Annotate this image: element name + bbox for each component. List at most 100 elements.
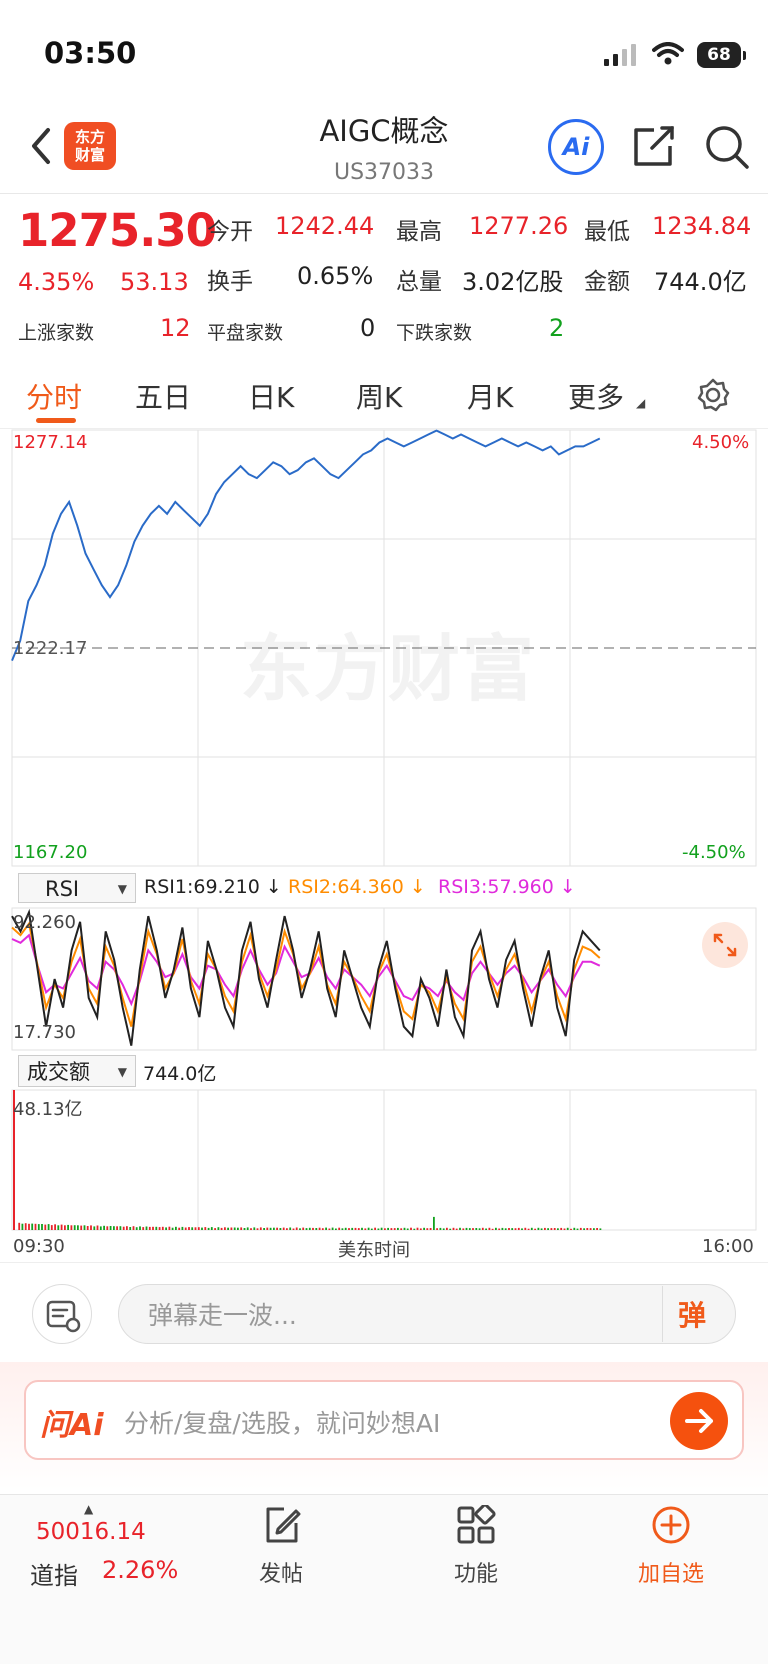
ai-ask-input[interactable] [24, 1380, 744, 1460]
volume-bar [308, 1227, 311, 1230]
volume-bar [175, 1226, 177, 1230]
volume-bar [524, 1227, 527, 1230]
nav-add-watchlist[interactable]: 加自选 [637, 1562, 704, 1587]
rsi3-label: RSI3:57.960 ↓ [438, 876, 576, 898]
volume-bar [488, 1227, 491, 1230]
volume-bar [521, 1228, 523, 1230]
volume-bar [357, 1228, 360, 1230]
volume-bar [103, 1225, 105, 1230]
change-value: 53.13 [120, 268, 189, 296]
volume-bar [459, 1227, 461, 1230]
volume-bar [384, 1228, 386, 1230]
tab-monthly-k[interactable]: 月K [467, 381, 514, 414]
back-icon[interactable] [28, 126, 54, 166]
ai-button[interactable]: Ai [548, 119, 604, 175]
volume-bar [86, 1226, 89, 1230]
volume-bar [142, 1227, 145, 1230]
price-axis-bottom: 1167.20 [13, 842, 88, 863]
volume-bar [508, 1228, 510, 1230]
volume-chart[interactable] [0, 1088, 768, 1232]
volume-bar [184, 1227, 187, 1230]
index-change[interactable]: 2.26% [102, 1556, 179, 1584]
tab-daily-k[interactable]: 日K [248, 381, 295, 414]
flat-count: 0 [360, 314, 376, 342]
volume-bar [579, 1227, 582, 1230]
edit-icon[interactable] [262, 1505, 302, 1545]
volume-bar [364, 1228, 367, 1230]
high-value: 1277.26 [469, 212, 569, 240]
grid-icon[interactable] [456, 1505, 496, 1545]
volume-bar [586, 1228, 589, 1230]
indicator-select-rsi[interactable]: RSI [18, 873, 136, 904]
rsi-chart[interactable] [0, 906, 768, 1052]
current-price: 1275.30 [18, 204, 217, 257]
tab-weekly-k[interactable]: 周K [356, 381, 403, 414]
tab-more[interactable]: 更多 [568, 381, 625, 414]
volume-bar [161, 1226, 164, 1230]
volume-bar [354, 1227, 357, 1230]
index-switch-icon[interactable]: ▲ [84, 1502, 94, 1516]
volume-bar [563, 1228, 566, 1230]
amount-value: 744.0亿 [654, 268, 747, 296]
comment-settings-icon [46, 1300, 81, 1333]
volume-bar [462, 1228, 465, 1230]
volume-bar [485, 1228, 487, 1230]
search-icon[interactable] [704, 124, 750, 170]
volume-bar [50, 1225, 53, 1230]
stock-code: US37033 [333, 160, 435, 185]
share-icon[interactable] [632, 124, 676, 168]
volume-bar [21, 1223, 24, 1230]
indicator-select-volume[interactable]: 成交额 [18, 1055, 136, 1088]
volume-bar [41, 1224, 43, 1230]
ai-submit-button[interactable] [670, 1392, 728, 1450]
index-value[interactable]: 50016.14 [36, 1519, 146, 1545]
volume-bar [119, 1226, 122, 1230]
volume-bar [217, 1227, 220, 1230]
volume-bar [560, 1227, 563, 1230]
volume-bar [96, 1225, 99, 1230]
up-count: 12 [160, 314, 191, 342]
index-name[interactable]: 道指 [30, 1562, 78, 1590]
time-axis-label: 美东时间 [338, 1240, 410, 1261]
volume-bar [468, 1228, 471, 1230]
volume-bar [70, 1225, 73, 1230]
danmaku-input[interactable] [118, 1284, 736, 1344]
volume-bar [374, 1227, 376, 1230]
volume-bar [315, 1228, 318, 1230]
volume-bar [550, 1228, 553, 1230]
change-percent: 4.35% [18, 268, 95, 296]
volume-bar-first [13, 1090, 15, 1230]
tab-intraday[interactable]: 分时 [26, 381, 83, 414]
signal-icon [604, 44, 636, 66]
pct-axis-top: 4.50% [692, 432, 750, 453]
plus-circle-icon[interactable] [651, 1505, 691, 1545]
volume-bar [380, 1227, 383, 1230]
volume-bar [256, 1228, 259, 1230]
volume-bar [318, 1227, 321, 1230]
volume-bar [220, 1227, 223, 1230]
volume-bar [289, 1227, 292, 1230]
nav-post[interactable]: 发帖 [258, 1562, 303, 1587]
volume-axis-top: 48.13亿 [13, 1099, 83, 1120]
expand-chart-button[interactable] [702, 922, 748, 968]
volume-value: 3.02亿股 [462, 268, 564, 296]
volume-bar [165, 1227, 167, 1230]
volume-bar [90, 1225, 92, 1230]
danmaku-toggle-button[interactable]: 弹 [678, 1299, 707, 1332]
intraday-price-chart[interactable] [0, 428, 768, 868]
volume-bar [400, 1228, 403, 1230]
time-axis-end: 16:00 [702, 1236, 754, 1257]
volume-bar [171, 1227, 174, 1230]
volume-bar [344, 1227, 347, 1230]
volume-bar [60, 1224, 63, 1230]
comment-settings-button[interactable] [32, 1284, 92, 1344]
tab-five-day[interactable]: 五日 [135, 381, 192, 414]
volume-bar [99, 1226, 102, 1230]
volume-bar [517, 1227, 520, 1230]
volume-bar [139, 1226, 141, 1230]
settings-gear-icon[interactable] [696, 378, 730, 412]
volume-bar [299, 1228, 301, 1230]
nav-functions[interactable]: 功能 [453, 1562, 498, 1587]
time-axis-start: 09:30 [13, 1236, 65, 1257]
low-value: 1234.84 [652, 212, 752, 240]
